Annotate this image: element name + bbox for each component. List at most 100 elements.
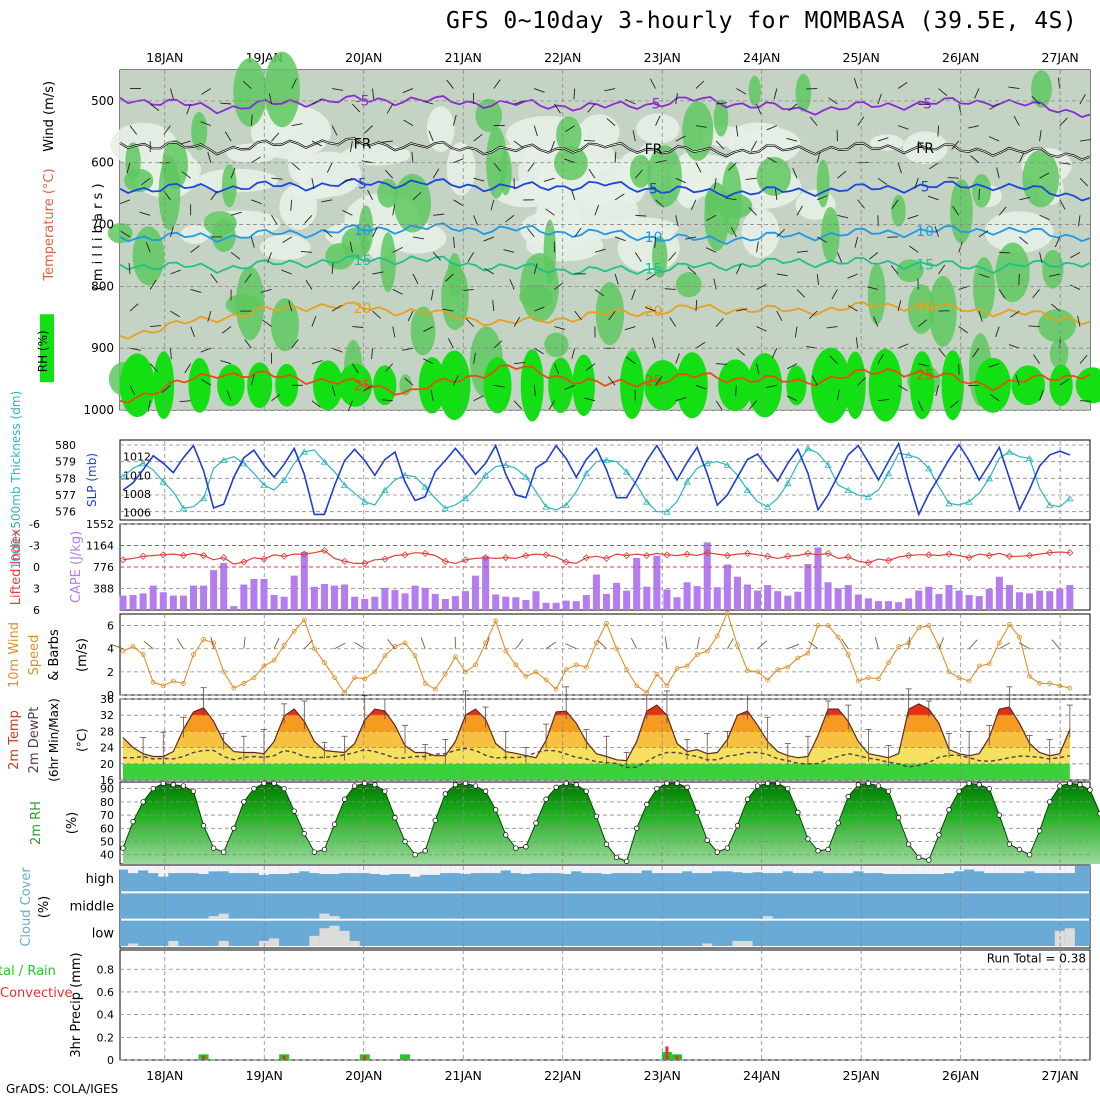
rh-marker [231, 826, 236, 831]
rh-marker [967, 781, 972, 786]
rh-marker [1068, 781, 1073, 786]
rh-marker [302, 831, 307, 836]
day-label-bottom: 24JAN [743, 1068, 780, 1083]
cloud-clear-high [783, 866, 793, 871]
cloud-clear-high [199, 866, 209, 874]
y-tick-label-temp: 32 [100, 709, 114, 722]
cloud-clear-high [642, 866, 652, 870]
day-label-top: 26JAN [942, 50, 979, 65]
cloud-clear-high [763, 866, 773, 873]
cape-bar [1066, 585, 1073, 610]
cloud-clear-high [370, 866, 380, 874]
cloud-clear-high [289, 866, 299, 873]
wind-barb-10m [177, 639, 183, 649]
rh-marker [735, 823, 740, 828]
isotherm-label: 10 [354, 223, 372, 239]
rh-marker [715, 850, 720, 855]
cloud-clear-high [813, 866, 823, 871]
isotherm-label: 20 [645, 304, 663, 320]
y-tick-label-cape: 1164 [86, 540, 114, 553]
cape-bar [361, 599, 368, 610]
y-tick-label-li: -6 [29, 518, 40, 531]
cloud-clear-high [279, 866, 289, 874]
rh-marker [705, 838, 710, 843]
cape-bar [452, 596, 459, 610]
rh-marker [846, 794, 851, 799]
cloud-clear-high [853, 866, 863, 871]
precip-total-bar [400, 1054, 410, 1060]
rh-marker [906, 842, 911, 847]
rh-marker [121, 846, 126, 851]
precip-legend-convective: Convective [0, 986, 73, 1001]
cloud-clear-high [380, 866, 390, 875]
cloud-fill-low [269, 938, 279, 946]
cloud-clear-high [420, 866, 430, 875]
cloud-clear-high [390, 866, 400, 874]
day-label-bottom: 21JAN [445, 1068, 482, 1083]
rh-moist-patch [891, 195, 905, 227]
cloud-clear-high [722, 866, 732, 871]
cape-bar [422, 588, 429, 610]
cloud-clear-high [732, 866, 742, 872]
cape-bar [875, 601, 882, 610]
cloud-clear-high [460, 866, 470, 874]
rh-marker [373, 782, 378, 787]
cape-bar [1016, 592, 1023, 610]
cloud-clear-high [329, 866, 339, 874]
rh-saturated-patch [869, 349, 902, 422]
cloud-fill-low [329, 926, 339, 946]
rh-marker [977, 782, 982, 787]
day-label-bottom: 19JAN [246, 1068, 283, 1083]
rh-marker [362, 781, 367, 786]
cloud-layer-label: middle [70, 899, 114, 914]
cloud-clear-high [601, 866, 611, 874]
rh-marker [312, 850, 317, 855]
cape-bar [412, 586, 419, 610]
rh-marker [423, 848, 428, 853]
cape-bar [603, 594, 610, 610]
isotherm-label: FR [916, 141, 934, 157]
rh-saturated-patch [786, 365, 806, 405]
cloud-clear-high [269, 866, 279, 874]
wind-barb-10m [969, 640, 977, 649]
cloud-clear-high [188, 866, 198, 873]
cloud-fill-low [168, 941, 178, 946]
cloud-clear-high [541, 866, 551, 873]
cloud-fill-low [732, 941, 742, 946]
day-label-bottom: 22JAN [544, 1068, 581, 1083]
cloud-clear-high [934, 866, 944, 874]
rh-marker [463, 781, 468, 786]
y-tick-label-cape: 388 [93, 583, 114, 596]
y-axis-label-temp-1: 2m Temp [7, 710, 22, 770]
isotherm-label: 20 [354, 301, 372, 317]
rh-moist-patch [676, 272, 702, 297]
cloud-fill-low [128, 943, 138, 946]
rh-marker [796, 810, 801, 815]
isotherm-label: 5 [649, 182, 658, 198]
precip-convective-bar [202, 1055, 205, 1060]
cloud-layer-label: low [92, 927, 115, 942]
y-axis-label-wind: Wind (m/s) [42, 81, 57, 152]
wind-speed-line [123, 613, 1070, 693]
cloud-fill-middle [329, 916, 339, 919]
day-label-top: 22JAN [544, 50, 581, 65]
precip-convective-bar [363, 1055, 366, 1060]
rh-marker [725, 846, 730, 851]
wind-barb-10m [274, 638, 279, 649]
cape-bar [553, 603, 560, 610]
cape-bar [391, 590, 398, 610]
cloud-clear-high [702, 866, 712, 873]
y-tick-label-temp: 20 [100, 758, 114, 771]
y-tick-label-precip: 0.6 [97, 986, 115, 999]
rh-moist-patch [1050, 339, 1068, 369]
cape-bar [543, 603, 550, 610]
y-tick-label-rh: 40 [100, 849, 114, 862]
rh-moist-patch [544, 332, 568, 357]
cape-bar [321, 584, 328, 610]
y-tick-label-temp: 28 [100, 725, 114, 738]
cloud-clear-high [994, 866, 1004, 873]
y-tick-label: 600 [91, 156, 114, 170]
rh-marker [534, 821, 539, 826]
cloud-clear-high [249, 866, 259, 873]
cloud-clear-high [1035, 866, 1045, 873]
